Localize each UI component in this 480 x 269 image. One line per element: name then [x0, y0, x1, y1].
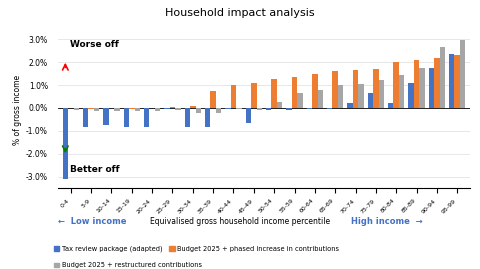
Bar	[353, 70, 358, 108]
Bar	[144, 108, 149, 128]
Legend: Tax review package (adapted), Budget 2025 + phased increase in contributions: Tax review package (adapted), Budget 202…	[51, 243, 342, 255]
Bar	[292, 77, 297, 108]
Bar	[312, 74, 318, 108]
Bar	[216, 108, 221, 113]
Bar	[440, 47, 445, 108]
Text: Worse off: Worse off	[71, 40, 120, 49]
Bar	[277, 102, 282, 108]
Bar	[175, 108, 181, 110]
Bar	[225, 108, 231, 109]
Bar	[164, 108, 170, 109]
Bar	[251, 83, 257, 108]
Bar	[297, 93, 303, 108]
Bar	[373, 69, 379, 108]
Bar	[347, 103, 353, 108]
Text: Household impact analysis: Household impact analysis	[165, 8, 315, 18]
Bar	[449, 54, 455, 108]
Bar	[185, 108, 190, 128]
Bar	[246, 108, 251, 123]
Bar	[123, 108, 129, 128]
Bar	[327, 108, 333, 109]
Bar	[394, 62, 399, 108]
Bar	[368, 93, 373, 108]
Bar	[271, 79, 277, 108]
Bar	[236, 108, 242, 109]
Bar	[257, 108, 262, 110]
Bar	[379, 80, 384, 108]
Legend: Budget 2025 + restructured contributions: Budget 2025 + restructured contributions	[51, 260, 204, 269]
Text: Better off: Better off	[71, 165, 120, 174]
Bar	[399, 75, 405, 108]
Bar	[94, 108, 99, 111]
Bar	[114, 108, 120, 111]
Bar	[190, 106, 195, 108]
Bar	[195, 108, 201, 113]
Bar	[286, 108, 292, 110]
Bar	[455, 55, 460, 108]
Bar	[205, 108, 210, 128]
Text: High income  →: High income →	[351, 217, 422, 226]
Bar	[414, 60, 419, 108]
Y-axis label: % of gross income: % of gross income	[12, 75, 22, 145]
Bar	[231, 85, 236, 108]
Bar	[155, 108, 160, 111]
Bar	[83, 108, 88, 128]
Bar	[88, 108, 94, 109]
Bar	[388, 103, 394, 108]
Bar	[419, 68, 425, 108]
Text: ←  Low income: ← Low income	[58, 217, 126, 226]
Bar	[134, 108, 140, 111]
Bar	[129, 108, 134, 109]
Bar	[266, 108, 271, 110]
Bar	[103, 108, 109, 125]
Text: Equivalised gross household income percentile: Equivalised gross household income perce…	[150, 217, 330, 226]
Bar	[73, 108, 79, 110]
Bar	[408, 83, 414, 108]
Bar	[434, 58, 440, 108]
Bar	[358, 84, 364, 108]
Bar	[170, 107, 175, 108]
Bar	[338, 85, 343, 108]
Bar	[318, 90, 323, 108]
Bar	[62, 108, 68, 179]
Bar	[307, 108, 312, 109]
Bar	[460, 40, 466, 108]
Bar	[333, 71, 338, 108]
Bar	[210, 91, 216, 108]
Bar	[429, 68, 434, 108]
